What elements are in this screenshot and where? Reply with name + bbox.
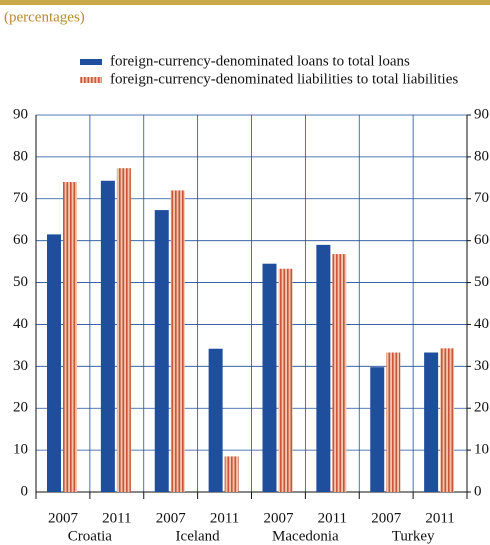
y-tick-label: 60: [13, 232, 28, 248]
x-tick-label: 2011: [102, 510, 131, 526]
y-tick-label: 70: [13, 190, 28, 206]
x-tick-label: 2007: [371, 510, 402, 526]
bar: [170, 190, 185, 492]
x-tick-label: 2011: [425, 510, 454, 526]
group-label: Croatia: [68, 528, 112, 544]
y2-tick-label: 30: [474, 358, 489, 374]
y2-tick-label: 80: [474, 148, 489, 164]
y2-tick-label: 60: [474, 232, 489, 248]
bar: [316, 244, 331, 492]
bar: [332, 254, 347, 492]
bar: [116, 168, 131, 492]
bar: [208, 348, 223, 492]
bar: [386, 352, 401, 492]
y-tick-label: 20: [13, 400, 28, 416]
bar: [424, 352, 439, 492]
group-label: Iceland: [176, 528, 221, 544]
x-tick-label: 2007: [263, 510, 294, 526]
x-tick-label: 2011: [318, 510, 347, 526]
x-tick-label: 2011: [210, 510, 239, 526]
y2-tick-label: 70: [474, 190, 489, 206]
bar: [370, 367, 385, 492]
y2-tick-label: 20: [474, 400, 489, 416]
y2-tick-label: 0: [474, 483, 482, 499]
y-tick-label: 0: [21, 483, 29, 499]
bar: [100, 180, 115, 492]
y-tick-label: 30: [13, 358, 28, 374]
y-tick-label: 40: [13, 316, 28, 332]
bar: [440, 348, 455, 492]
bar: [63, 182, 77, 492]
x-tick-label: 2007: [156, 510, 187, 526]
y2-tick-label: 90: [474, 106, 489, 122]
y-tick-label: 80: [13, 148, 28, 164]
legend-label: foreign-currency-denominated loans to to…: [110, 53, 410, 69]
y2-tick-label: 50: [474, 274, 489, 290]
top-band: [0, 0, 490, 5]
bar: [154, 210, 169, 493]
bar: [47, 234, 61, 492]
y2-tick-label: 40: [474, 316, 489, 332]
y2-tick-label: 10: [474, 442, 489, 458]
legend-label: foreign-currency-denominated liabilities…: [110, 71, 458, 87]
group-label: Macedonia: [272, 528, 339, 544]
bar: [278, 268, 293, 492]
bar: [224, 456, 239, 492]
y-tick-label: 90: [13, 106, 28, 122]
y-tick-label: 10: [13, 442, 28, 458]
x-tick-label: 2007: [48, 510, 79, 526]
legend-swatch: [80, 77, 102, 83]
y-tick-label: 50: [13, 274, 28, 290]
chart-subtitle: (percentages): [4, 9, 85, 25]
bar: [262, 263, 277, 492]
group-label: Turkey: [392, 528, 435, 544]
legend-swatch: [80, 59, 102, 65]
